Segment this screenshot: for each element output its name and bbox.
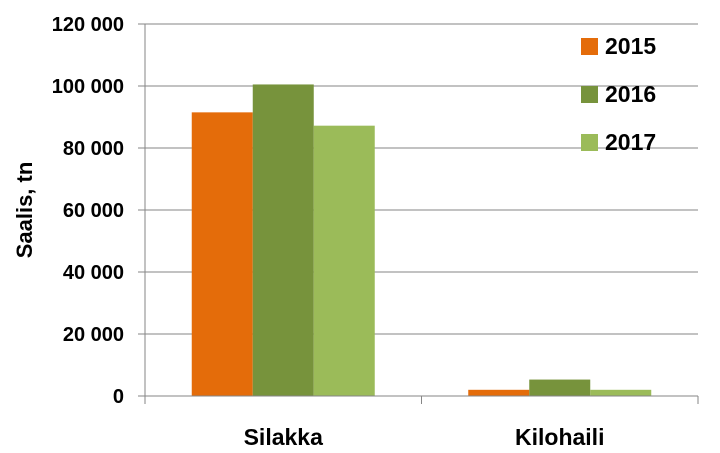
legend: 2015 2016 2017: [581, 33, 656, 155]
y-tick-label: 20 000: [63, 324, 124, 346]
bar-kilohaili-2015: [468, 389, 530, 396]
y-tick-label: 0: [113, 386, 124, 408]
legend-swatch-2016: [581, 86, 598, 103]
y-axis-title: Saalis, tn: [12, 162, 37, 259]
bar-kilohaili-2016: [529, 379, 591, 396]
y-tick-label: 60 000: [63, 200, 124, 222]
y-tick-label: 40 000: [63, 262, 124, 284]
axes: [138, 23, 699, 404]
legend-label: 2015: [605, 33, 656, 59]
y-tick-label: 100 000: [52, 76, 124, 98]
y-tick-label: 80 000: [63, 138, 124, 160]
x-tick-label: Silakka: [244, 424, 323, 450]
x-tick-label: Kilohaili: [515, 424, 604, 450]
y-tick-labels: 0 20 000 40 000 60 000 80 000 100 000 120 000: [52, 14, 124, 408]
legend-swatch-2015: [581, 38, 598, 55]
bar-silakka-2017: [313, 125, 375, 397]
y-tick-label: 120 000: [52, 14, 124, 36]
legend-label: 2017: [605, 129, 656, 155]
bar-kilohaili-2017: [590, 389, 652, 396]
bar-silakka-2016: [252, 84, 314, 396]
x-tick-labels: Silakka Kilohaili: [244, 424, 605, 450]
bars: [191, 84, 652, 397]
bar-silakka-2015: [191, 112, 253, 396]
legend-label: 2016: [605, 81, 656, 107]
legend-swatch-2017: [581, 134, 598, 151]
